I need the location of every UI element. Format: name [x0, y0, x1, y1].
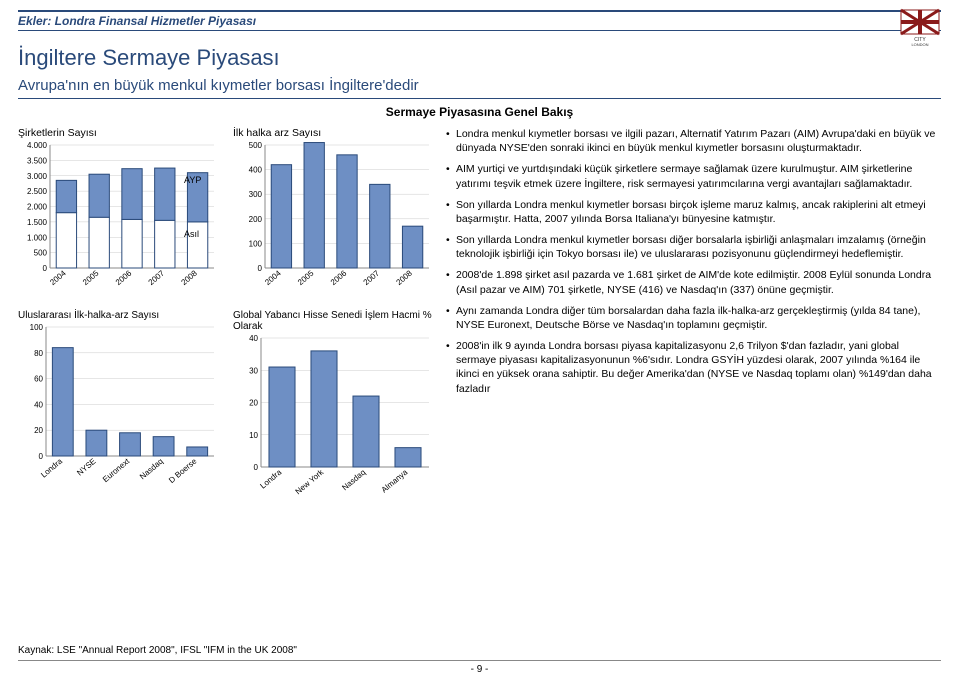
- header-bar: Ekler: Londra Finansal Hizmetler Piyasas…: [18, 10, 941, 31]
- svg-text:Almanya: Almanya: [380, 467, 410, 494]
- source-text: Kaynak: LSE "Annual Report 2008", IFSL "…: [18, 645, 941, 656]
- charts-row-bottom: Uluslararası İlk-halka-arz Sayısı 0 20 40 6…: [18, 310, 438, 509]
- svg-text:AYP: AYP: [184, 175, 201, 185]
- svg-text:2005: 2005: [296, 268, 316, 287]
- svg-text:New York: New York: [294, 467, 326, 496]
- svg-text:3.500: 3.500: [27, 156, 48, 165]
- chart-ipo: İlk halka arz Sayısı 0 100 200 300 400 500 200…: [233, 127, 438, 306]
- svg-text:1.000: 1.000: [27, 233, 48, 242]
- svg-text:2004: 2004: [263, 268, 283, 287]
- svg-text:20: 20: [34, 426, 43, 435]
- svg-text:2.500: 2.500: [27, 187, 48, 196]
- svg-text:2007: 2007: [147, 268, 167, 287]
- svg-text:2004: 2004: [48, 268, 68, 287]
- svg-text:0: 0: [258, 264, 263, 273]
- svg-text:2007: 2007: [362, 268, 382, 287]
- content-area: Şirketlerin Sayısı 0 500 1.000 1.500 2.000 2.…: [18, 127, 941, 509]
- page-number: - 9 -: [18, 664, 941, 675]
- svg-text:Nasdaq: Nasdaq: [138, 457, 165, 482]
- svg-text:1.500: 1.500: [27, 218, 48, 227]
- svg-text:D Boerse: D Boerse: [167, 456, 199, 485]
- svg-text:40: 40: [249, 334, 258, 343]
- bullet-item: Son yıllarda Londra menkul kıymetler bor…: [446, 233, 941, 261]
- svg-text:NYSE: NYSE: [75, 457, 97, 478]
- svg-text:2006: 2006: [329, 268, 349, 287]
- svg-text:200: 200: [249, 215, 263, 224]
- chart-foreign-volume: Global Yabancı Hisse Senedi İşlem Hacmi …: [233, 310, 438, 509]
- chart-intl-ipo: Uluslararası İlk-halka-arz Sayısı 0 20 40 6…: [18, 310, 223, 509]
- overview-label: Sermaye Piyasasına Genel Bakış: [18, 105, 941, 119]
- svg-text:80: 80: [34, 349, 43, 358]
- svg-text:60: 60: [34, 375, 43, 384]
- bullet-item: 2008'de 1.898 şirket asıl pazarda ve 1.6…: [446, 268, 941, 296]
- bullets-panel: Londra menkul kıymetler borsası ve ilgil…: [446, 127, 941, 509]
- charts-row-top: Şirketlerin Sayısı 0 500 1.000 1.500 2.000 2.…: [18, 127, 438, 306]
- chart2-svg: 0 100 200 300 400 500 2004 2005 2006 2007 2008: [233, 141, 433, 306]
- svg-text:2008: 2008: [394, 268, 414, 287]
- svg-text:2005: 2005: [81, 268, 101, 287]
- city-of-london-logo: CITY LONDON: [895, 8, 945, 50]
- svg-text:Nasdaq: Nasdaq: [340, 468, 367, 493]
- chart4-svg: 0 10 20 30 40 Londra New York Nasdaq Almanya: [233, 334, 433, 509]
- svg-text:Londra: Londra: [258, 467, 283, 490]
- chart1-title: Şirketlerin Sayısı: [18, 127, 223, 139]
- chart1-svg: 0 500 1.000 1.500 2.000 2.500 3.000 3.500 4.000 2…: [18, 141, 218, 306]
- svg-text:500: 500: [249, 141, 263, 150]
- svg-text:2008: 2008: [179, 268, 199, 287]
- svg-text:400: 400: [249, 166, 263, 175]
- svg-text:Euronext: Euronext: [101, 456, 132, 484]
- charts-column: Şirketlerin Sayısı 0 500 1.000 1.500 2.000 2.…: [18, 127, 438, 509]
- svg-text:300: 300: [249, 190, 263, 199]
- svg-text:2.000: 2.000: [27, 203, 48, 212]
- svg-text:30: 30: [249, 366, 258, 375]
- bullet-item: 2008'in ilk 9 ayında Londra borsası piya…: [446, 339, 941, 396]
- svg-text:Asıl: Asıl: [184, 229, 199, 239]
- page-title: İngiltere Sermaye Piyasası: [18, 45, 941, 71]
- svg-text:Londra: Londra: [39, 456, 64, 479]
- appendix-label: Ekler: Londra Finansal Hizmetler Piyasas…: [18, 14, 256, 28]
- svg-text:100: 100: [249, 239, 263, 248]
- svg-text:4.000: 4.000: [27, 141, 48, 150]
- bullet-item: Aynı zamanda Londra diğer tüm borsalarda…: [446, 304, 941, 332]
- svg-text:0: 0: [39, 452, 44, 461]
- svg-text:3.000: 3.000: [27, 172, 48, 181]
- svg-text:100: 100: [30, 323, 44, 332]
- svg-text:2006: 2006: [114, 268, 134, 287]
- bullet-list: Londra menkul kıymetler borsası ve ilgil…: [446, 127, 941, 396]
- chart-companies: Şirketlerin Sayısı 0 500 1.000 1.500 2.000 2.…: [18, 127, 223, 306]
- chart3-svg: 0 20 40 60 80 100 Londra NYSEEuronextNasdaqD Bo…: [18, 323, 218, 498]
- chart4-title: Global Yabancı Hisse Senedi İşlem Hacmi …: [233, 310, 438, 332]
- footer: Kaynak: LSE "Annual Report 2008", IFSL "…: [18, 645, 941, 675]
- svg-text:40: 40: [34, 400, 43, 409]
- svg-text:LONDON: LONDON: [911, 42, 928, 47]
- svg-text:20: 20: [249, 399, 258, 408]
- svg-text:10: 10: [249, 431, 258, 440]
- svg-text:500: 500: [34, 249, 48, 258]
- svg-text:0: 0: [254, 463, 259, 472]
- bullet-item: Son yıllarda Londra menkul kıymetler bor…: [446, 198, 941, 226]
- svg-text:0: 0: [43, 264, 48, 273]
- chart2-title: İlk halka arz Sayısı: [233, 127, 438, 139]
- bullet-item: Londra menkul kıymetler borsası ve ilgil…: [446, 127, 941, 155]
- footer-divider: [18, 660, 941, 661]
- bullet-item: AIM yurtiçi ve yurtdışındaki küçük şirke…: [446, 162, 941, 190]
- chart3-title: Uluslararası İlk-halka-arz Sayısı: [18, 310, 223, 321]
- page-subtitle: Avrupa'nın en büyük menkul kıymetler bor…: [18, 77, 941, 99]
